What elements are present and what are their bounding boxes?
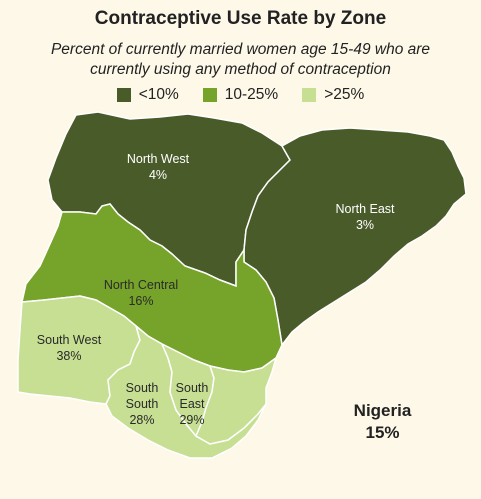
label-south-west-value: 38% — [56, 349, 82, 363]
legend-item-high: >25% — [302, 86, 364, 104]
label-north-east-value: 3% — [355, 218, 375, 232]
label-south-south-name-1: South — [125, 381, 159, 395]
label-south-east-value: 29% — [179, 413, 205, 427]
subtitle-line-1: Percent of currently married women age 1… — [50, 41, 431, 58]
label-north-east-name: North East — [335, 202, 395, 216]
legend-item-mid: 10-25% — [202, 86, 279, 104]
label-north-west-value: 4% — [148, 168, 168, 182]
label-south-east-name-2: East — [179, 397, 205, 411]
legend-label-low: <10% — [138, 86, 179, 103]
legend-swatch-mid — [202, 88, 217, 102]
legend-label-high: >25% — [324, 86, 365, 103]
national-value: 15% — [365, 423, 400, 442]
legend-label-mid: 10-25% — [224, 86, 279, 103]
label-south-south-name-2: South — [125, 397, 159, 411]
label-north-west-name: North West — [126, 152, 190, 166]
national-summary: Nigeria 15% — [335, 400, 430, 444]
region-north-east — [243, 127, 467, 347]
label-south-east: South East 29% — [166, 380, 218, 428]
map-subtitle: Percent of currently married women age 1… — [0, 40, 481, 80]
national-name: Nigeria — [353, 401, 412, 420]
legend: <10% 10-25% >25% — [0, 86, 481, 104]
label-south-east-name-1: South — [175, 381, 209, 395]
legend-item-low: <10% — [116, 86, 179, 104]
label-north-central: North Central 16% — [90, 277, 192, 309]
label-south-south: South South 28% — [116, 380, 168, 428]
subtitle-line-2: currently using any method of contracept… — [90, 61, 391, 78]
label-north-central-name: North Central — [103, 278, 179, 292]
region-south-south-east-arm — [195, 356, 278, 445]
label-north-east: North East 3% — [322, 201, 408, 233]
legend-swatch-low — [116, 88, 131, 102]
label-south-west-name: South West — [36, 333, 102, 347]
label-south-south-value: 28% — [129, 413, 155, 427]
label-north-central-value: 16% — [128, 294, 154, 308]
label-south-west: South West 38% — [26, 332, 112, 364]
label-north-west: North West 4% — [110, 151, 206, 183]
legend-swatch-high — [302, 88, 317, 102]
map-title: Contraceptive Use Rate by Zone — [94, 8, 387, 29]
